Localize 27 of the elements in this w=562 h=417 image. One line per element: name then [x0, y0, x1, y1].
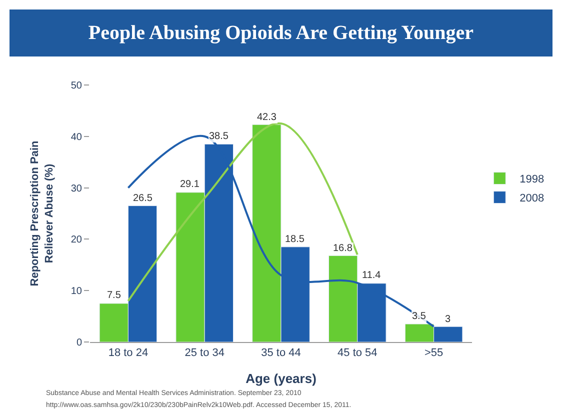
- x-tick-label: 35 to 44: [261, 347, 301, 360]
- legend-label: 2008: [520, 192, 544, 205]
- line-series: [127, 122, 358, 302]
- data-label: 18.5: [285, 234, 305, 245]
- data-label: 3.5: [412, 311, 426, 322]
- data-label: 7.5: [107, 290, 122, 301]
- data-label: 29.1: [180, 179, 200, 190]
- x-tick-label: 45 to 54: [338, 347, 378, 360]
- data-label: 38.5: [209, 131, 229, 142]
- y-tick-label: 30: [70, 183, 82, 194]
- y-tick-label: 20: [70, 234, 82, 246]
- x-tick-label: 18 to 24: [108, 347, 148, 360]
- y-tick-label: 50: [70, 80, 82, 92]
- y-tick-label: 40: [70, 132, 82, 143]
- data-label: 16.8: [333, 243, 353, 254]
- chart-title: People Abusing Opioids Are Getting Younger: [88, 22, 474, 44]
- x-tick-label: 25 to 34: [184, 347, 224, 360]
- legend-label: 1998: [520, 174, 544, 186]
- data-label: 26.5: [133, 193, 153, 204]
- x-axis-title: Age (years): [246, 370, 316, 386]
- data-label: 42.3: [257, 112, 277, 123]
- data-label: 3: [445, 314, 451, 325]
- x-tick-label: >55: [424, 347, 444, 360]
- y-tick-label: 0: [76, 338, 82, 348]
- data-label: 11.4: [362, 270, 382, 281]
- y-axis-title: Reporting Prescription Pain Reliever Abuse (%): [29, 140, 56, 286]
- y-tick-label: 10: [70, 286, 82, 298]
